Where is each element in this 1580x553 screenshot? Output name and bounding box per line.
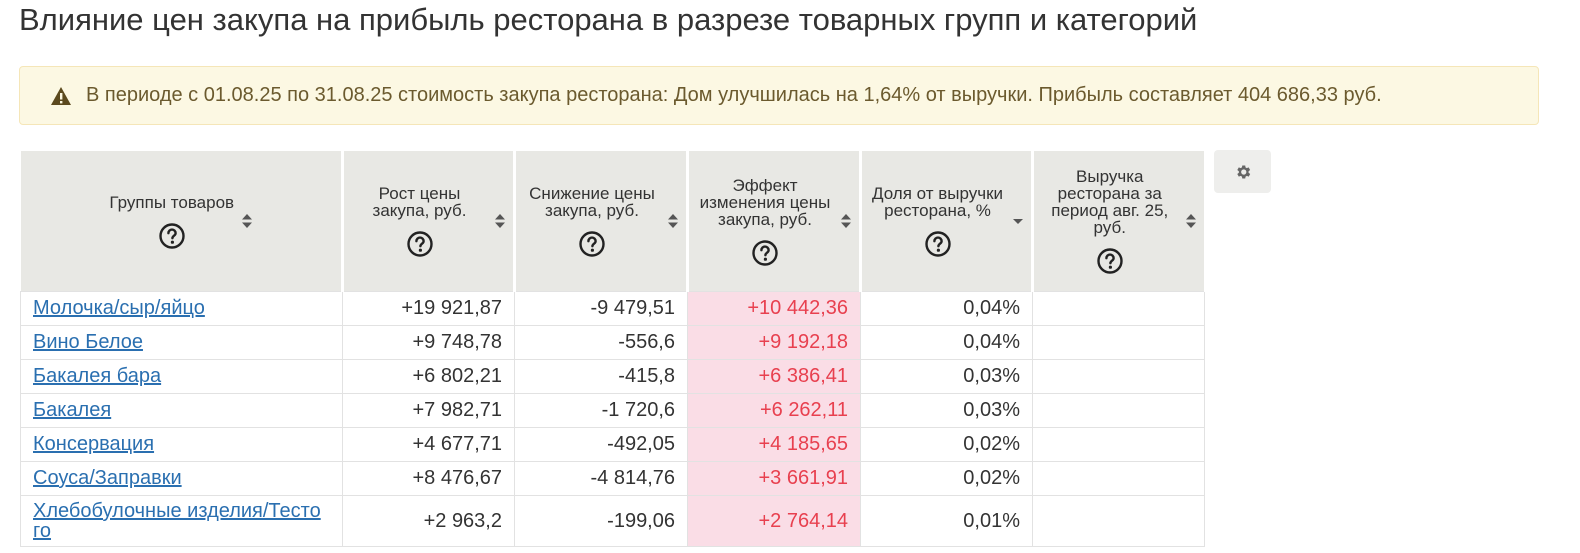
price-effect-cell: +3 661,91 [687, 461, 861, 496]
product-group-link[interactable]: Молочка/сыр/яйцо [33, 297, 205, 319]
price-decline-cell: -556,6 [514, 325, 688, 360]
column-header-price-growth[interactable]: Рост цены закупа, руб. [342, 151, 516, 292]
price-effect-cell: +2 764,14 [687, 495, 861, 547]
restaurant-revenue-cell [1032, 427, 1205, 462]
price-effect-cell: +4 185,65 [687, 427, 861, 462]
product-group-cell: Хлебобулочные изделия/Тесто го [20, 495, 343, 547]
product-group-link[interactable]: Хлебобулочные изделия/Тесто го [33, 500, 321, 542]
price-effect-cell: +9 192,18 [687, 325, 861, 360]
product-group-cell: Соуса/Заправки [20, 461, 343, 496]
column-header-price-decline[interactable]: Снижение цены закупа, руб. [514, 151, 689, 292]
price-decline-cell: -1 720,6 [514, 393, 688, 428]
column-header-label: Снижение цены закупа, руб. [529, 184, 655, 220]
price-decline-cell: -199,06 [514, 495, 688, 547]
sort-icon[interactable] [242, 213, 253, 229]
product-group-link[interactable]: Соуса/Заправки [33, 467, 182, 489]
column-header-label: Рост цены закупа, руб. [372, 184, 467, 220]
price-decline-cell: -4 814,76 [514, 461, 688, 496]
restaurant-revenue-cell [1032, 359, 1205, 394]
settings-button[interactable] [1214, 150, 1271, 193]
table-row: Молочка/сыр/яйцо +19 921,87 -9 479,51 +10 4… [20, 291, 1205, 326]
revenue-share-cell: 0,04% [860, 291, 1033, 326]
page-title: Влияние цен закупа на прибыль ресторана … [19, 2, 1198, 37]
table-row: Консервация +4 677,71 -492,05 +4 185,65 0,02… [20, 427, 1205, 462]
product-group-link[interactable]: Бакалея бара [33, 365, 162, 387]
price-effect-cell: +6 262,11 [687, 393, 861, 428]
help-icon[interactable] [924, 231, 951, 257]
help-icon[interactable] [1097, 248, 1123, 274]
product-group-cell: Бакалея [20, 393, 343, 428]
price-decline-cell: -415,8 [514, 359, 688, 394]
product-group-cell: Вино Белое [20, 325, 343, 360]
revenue-share-cell: 0,04% [860, 325, 1033, 360]
alert-text: В периоде с 01.08.25 по 31.08.25 стоимос… [86, 84, 1382, 106]
column-header-label: Доля от выручки ресторана, % [871, 184, 1004, 220]
price-growth-cell: +9 748,78 [342, 325, 515, 360]
price-growth-cell: +4 677,71 [342, 427, 515, 462]
table-row: Вино Белое +9 748,78 -556,6 +9 192,18 0,04% [20, 325, 1205, 360]
column-header-restaurant-revenue[interactable]: Выручка ресторана за период авг. 25, руб… [1032, 151, 1206, 292]
table-row: Бакалея бара +6 802,21 -415,8 +6 386,41 0,03… [20, 359, 1205, 394]
revenue-share-cell: 0,01% [860, 495, 1033, 547]
price-effect-table: Группы товаров Рост цены закупа, руб. Сниж… [20, 151, 1206, 547]
sort-icon[interactable] [841, 213, 851, 229]
product-group-link[interactable]: Бакалея [33, 399, 112, 421]
product-group-link[interactable]: Консервация [33, 433, 155, 455]
product-group-cell: Консервация [20, 427, 343, 462]
restaurant-revenue-cell [1032, 291, 1205, 326]
column-header-price-effect[interactable]: Эффект изменения цены закупа, руб. [687, 151, 862, 292]
sort-icon[interactable] [495, 213, 505, 229]
price-growth-cell: +8 476,67 [342, 461, 515, 496]
restaurant-revenue-cell [1032, 393, 1205, 428]
price-effect-cell: +10 442,36 [687, 291, 861, 326]
product-group-cell: Бакалея бара [20, 359, 343, 394]
help-icon[interactable] [579, 231, 605, 257]
table-header-row: Группы товаров Рост цены закупа, руб. Сниж… [20, 151, 1206, 292]
help-icon[interactable] [752, 239, 778, 266]
sort-icon[interactable] [668, 213, 678, 229]
price-growth-cell: +2 963,2 [342, 495, 515, 547]
column-header-label: Эффект изменения цены закупа, руб. [699, 175, 831, 229]
sort-icon[interactable] [1185, 213, 1196, 229]
info-alert: В периоде с 01.08.25 по 31.08.25 стоимос… [19, 66, 1539, 125]
revenue-share-cell: 0,02% [860, 427, 1033, 462]
price-growth-cell: +7 982,71 [342, 393, 515, 428]
revenue-share-cell: 0,02% [860, 461, 1033, 496]
product-group-cell: Молочка/сыр/яйцо [20, 291, 343, 326]
table-row: Соуса/Заправки +8 476,67 -4 814,76 +3 661,9… [20, 461, 1205, 496]
sort-desc-icon[interactable] [1013, 213, 1023, 229]
help-icon[interactable] [406, 231, 433, 257]
restaurant-revenue-cell [1032, 325, 1205, 360]
revenue-share-cell: 0,03% [860, 393, 1033, 428]
revenue-share-cell: 0,03% [860, 359, 1033, 394]
price-growth-cell: +6 802,21 [342, 359, 515, 394]
restaurant-revenue-cell [1032, 495, 1205, 547]
warning-icon [51, 86, 71, 105]
column-header-label: Выручка ресторана за период авг. 25, руб… [1051, 167, 1169, 237]
price-decline-cell: -492,05 [514, 427, 688, 462]
table-row: Бакалея +7 982,71 -1 720,6 +6 262,11 0,03% [20, 393, 1205, 428]
restaurant-revenue-cell [1032, 461, 1205, 496]
table-row: Хлебобулочные изделия/Тесто го +2 963,2 -1… [20, 495, 1205, 547]
column-header-product-group[interactable]: Группы товаров [20, 151, 344, 292]
help-icon[interactable] [159, 222, 185, 249]
product-group-link[interactable]: Вино Белое [33, 331, 143, 353]
price-decline-cell: -9 479,51 [514, 291, 688, 326]
price-growth-cell: +19 921,87 [342, 291, 515, 326]
column-header-label: Группы товаров [109, 192, 235, 212]
price-effect-cell: +6 386,41 [687, 359, 861, 394]
gear-icon [1236, 164, 1250, 179]
column-header-revenue-share[interactable]: Доля от выручки ресторана, % [860, 151, 1034, 292]
